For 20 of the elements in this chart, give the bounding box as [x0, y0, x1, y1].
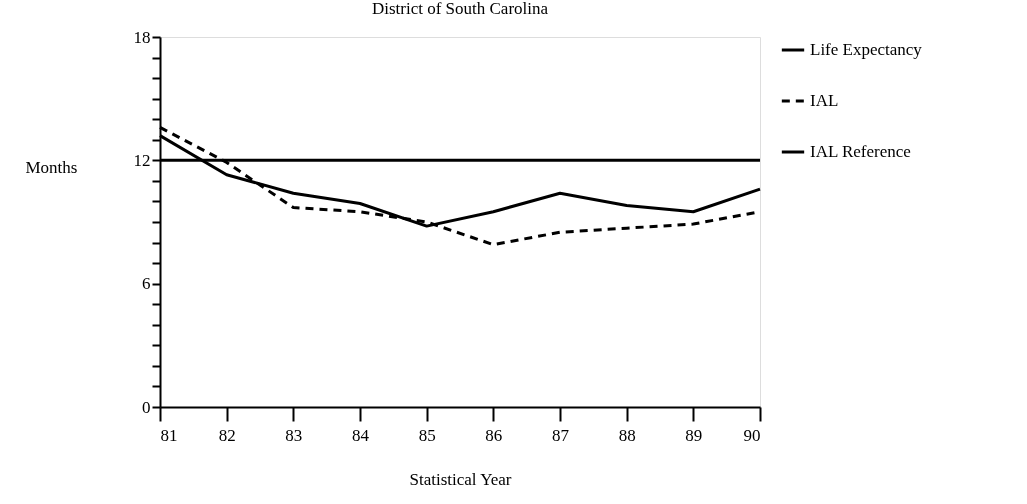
- x-tick-label: 83: [285, 425, 303, 445]
- x-tick-label: 86: [485, 425, 503, 445]
- x-tick-label: 84: [352, 425, 370, 445]
- y-tick-label: 0: [142, 397, 151, 417]
- legend-label: IAL Reference: [810, 142, 911, 161]
- chart-title: District of South Carolina: [371, 0, 549, 18]
- y-tick-label: 12: [133, 150, 151, 170]
- x-tick-label: 88: [618, 425, 636, 445]
- x-tick-label: 87: [552, 425, 570, 445]
- x-tick-label: 85: [418, 425, 436, 445]
- legend-label: Life Expectancy: [810, 40, 923, 59]
- y-tick-label: 18: [133, 27, 151, 47]
- legend-label: IAL: [810, 91, 839, 110]
- x-tick-label: 82: [218, 425, 236, 445]
- x-tick-label: 81: [160, 425, 178, 445]
- x-axis-title: Statistical Year: [409, 469, 512, 489]
- y-tick-label: 6: [142, 274, 151, 294]
- x-tick-label: 89: [685, 425, 703, 445]
- x-tick-label: 90: [743, 425, 761, 445]
- y-axis-title: Months: [25, 157, 78, 177]
